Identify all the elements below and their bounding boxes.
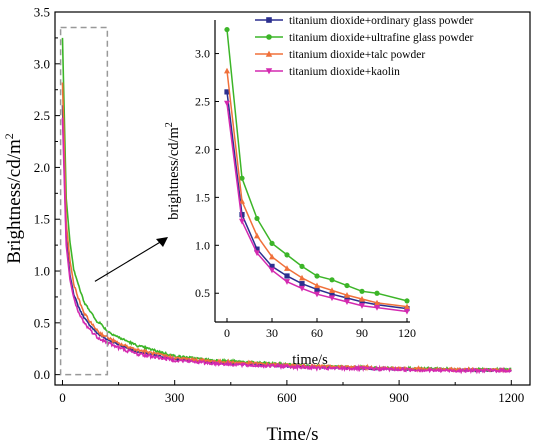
inset-y-axis-title: brightness/cd/m2 [164,122,182,220]
y-tick-label: 1.0 [34,264,50,279]
inset-marker-2 [404,298,410,304]
inset-marker-4 [299,285,305,292]
inset-marker-3 [254,232,260,239]
inset-marker-4 [329,295,335,302]
inset-marker-3 [359,295,365,302]
inset-x-tick-label: 60 [311,326,323,340]
inset-marker-4 [314,291,320,298]
main-series-group [61,37,512,375]
arrow-shaft [94,240,163,282]
inset-marker-1 [284,273,290,279]
inset-marker-3 [344,292,350,298]
inset-marker-3 [299,274,305,281]
inset-marker-2 [224,26,230,33]
inset-y-tick-label: 3.0 [195,47,210,61]
inset-marker-3 [239,198,245,204]
inset-marker-2 [299,263,305,269]
inset-y-tick-label: 2.5 [195,94,210,108]
inset-y-tick-label: 1.0 [195,238,210,252]
inset-marker-3 [269,253,275,260]
inset-marker-3 [314,282,320,289]
inset-marker-2 [254,215,260,222]
inset-marker-1 [359,299,365,305]
y-tick-label: 0.5 [34,315,50,330]
inset-marker-2 [344,282,350,289]
y-tick-label: 3.0 [34,56,50,71]
inset-marker-1 [314,286,320,293]
inset-marker-4 [239,218,245,225]
x-tick-label: 0 [59,390,66,405]
legend-marker [266,34,272,40]
main-series-line-4 [61,117,512,375]
inset-series-line-4 [226,103,408,313]
inset-marker-1 [239,212,245,218]
inset-marker-1 [224,89,230,95]
inset-y-tick-label: 2.0 [195,142,210,156]
inset-x-tick-label: 30 [266,326,278,340]
inset-marker-1 [329,291,335,297]
inset-marker-3 [224,67,230,74]
inset-x-tick-label: 90 [356,326,368,340]
y-tick-label: 2.0 [34,160,50,175]
inset-marker-4 [374,305,380,311]
inset-x-tick-label: 120 [398,326,416,340]
inset-marker-2 [359,288,365,294]
inset-y-axis-title-superscript: 2 [164,122,175,127]
x-tick-label: 600 [277,390,297,405]
inset-marker-4 [404,308,410,315]
inset-marker-1 [299,281,305,287]
inset-marker-4 [269,267,275,274]
legend-entry-label: titanium dioxide+ordinary glass powder [289,15,474,27]
legend-entry-label: titanium dioxide+talc powder [289,49,425,61]
y-tick-label: 2.5 [34,108,50,123]
inset-background [215,20,410,322]
inset-marker-2 [374,290,380,296]
inset-series-line-3 [226,70,408,308]
inset-marker-4 [254,250,260,257]
x-tick-label: 300 [165,390,185,405]
inset-series-group [215,20,410,322]
inset-marker-3 [284,265,290,271]
legend-entry-label: titanium dioxide+kaolin [289,66,400,78]
y-axis-title: Brightness/cd/m2 [2,133,25,264]
y-tick-label: 0.0 [34,367,50,382]
x-axis-title: Time/s [266,424,318,445]
legend-marker [266,17,272,23]
arrow-head [156,237,168,247]
inset-marker-2 [314,273,320,279]
plot-area [54,11,531,386]
inset-marker-1 [344,295,350,301]
inset-marker-4 [344,299,350,305]
inset-marker-3 [329,287,335,293]
inset-y-tick-label: 0.5 [195,286,210,300]
inset-marker-3 [374,299,380,306]
inset-marker-4 [359,303,365,309]
inset-marker-2 [239,175,245,181]
inset-y-tick-label: 1.5 [195,190,210,204]
inset-marker-2 [329,277,335,283]
legend-entry-label: titanium dioxide+ultrafine glass powder [289,32,474,44]
y-tick-label: 3.5 [34,5,50,20]
inset-marker-4 [224,100,230,107]
legend-marker [265,68,273,75]
inset-x-tick-label: 0 [224,326,230,340]
zoom-arrow [94,237,168,282]
x-tick-label: 1200 [498,390,524,405]
inset-marker-3 [404,303,410,310]
y-axis-title-superscript: 2 [2,133,16,139]
inset-x-axis-title: time/s [292,352,328,368]
legend: titanium dioxide+ordinary glass powder ti… [255,15,474,78]
inset-marker-1 [269,263,275,269]
legend-marker [265,50,273,57]
x-tick-label: 900 [389,390,409,405]
y-tick-label: 1.5 [34,212,50,227]
inset-marker-2 [269,240,275,246]
inset-marker-1 [254,246,260,252]
inset-marker-4 [284,279,290,285]
inset-marker-2 [284,252,290,258]
zoom-box [59,26,109,376]
inset-axes-group: 0 30 60 90 120 0.5 1.0 1.5 2.0 2.5 3.0 [195,20,416,340]
